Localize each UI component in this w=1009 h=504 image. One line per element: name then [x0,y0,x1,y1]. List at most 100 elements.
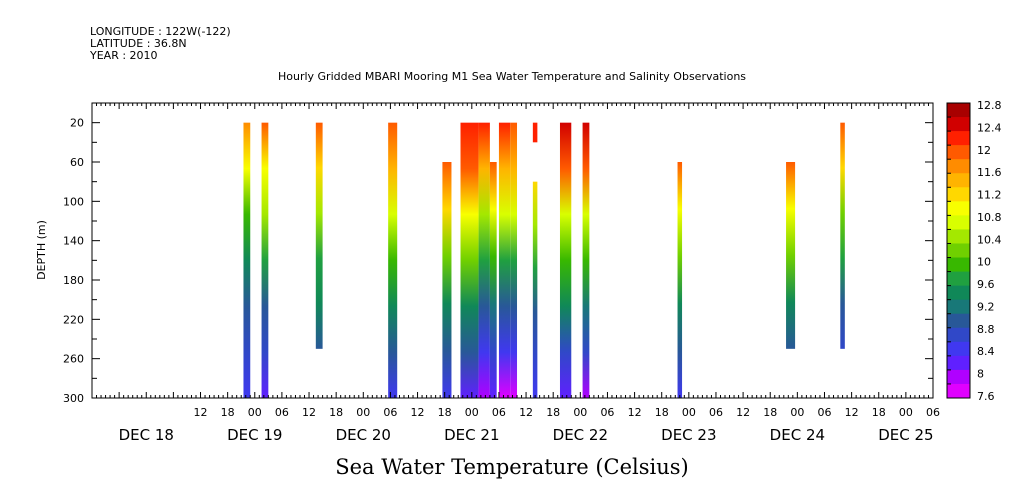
y-tick-label: 260 [63,353,84,366]
colorbar-swatch [947,341,970,357]
colorbar-swatch [947,355,970,371]
data-column [532,122,538,143]
year-label: YEAR : 2010 [89,49,158,62]
colorbar-title: Sea Water Temperature (Celsius) [335,455,689,479]
latitude-label: LATITUDE : 36.8N [90,37,187,50]
colorbar-swatch [947,327,970,343]
colorbar-swatch [947,383,970,399]
x-tick-label: 06 [275,406,289,419]
colorbar-swatch [947,285,970,301]
colorbar-swatch [947,173,970,188]
date-label: DEC 25 [878,426,933,444]
colorbar-label: 9.6 [977,278,995,291]
x-tick-label: 18 [329,406,343,419]
colorbar-swatch [947,257,970,273]
x-tick-label: 06 [383,406,397,419]
date-label: DEC 18 [119,426,174,444]
colorbar-swatch [947,131,970,146]
colorbar-label: 11.2 [977,189,1002,202]
x-tick-labels: 12 18 00 06 12 18 00 06 12 18 00 06 12 18 00 06 12 18 00 06… [194,406,940,419]
longitude-label: LONGITUDE : 122W(-122) [90,25,231,38]
x-tick-label: 18 [438,406,452,419]
date-label: DEC 24 [770,426,825,444]
y-tick-label: 300 [63,392,84,405]
colorbar-swatch [947,229,970,244]
date-label: DEC 22 [553,426,608,444]
data-column [677,162,683,398]
date-label: DEC 21 [444,426,499,444]
data-column [582,122,590,399]
data-column [532,181,538,398]
x-tick-label: 18 [763,406,777,419]
y-tick-label: 220 [63,313,84,326]
colorbar-frame [946,102,971,399]
x-tick-label: 06 [709,406,723,419]
data-column [786,162,796,349]
x-tick-label: 00 [248,406,262,419]
colorbar-label: 9.2 [977,300,995,313]
x-tick-label: 06 [817,406,831,419]
data-column [388,122,398,399]
chart-title: Hourly Gridded MBARI Mooring M1 Sea Wate… [278,70,746,83]
colorbar-swatch [947,145,970,160]
data-column [559,122,572,399]
data-column [243,122,251,399]
x-tick-label: 00 [573,406,587,419]
x-tick-label: 12 [736,406,750,419]
y-tick-label: 140 [63,235,84,248]
colorbar-swatch [947,243,970,259]
x-tick-label: 00 [899,406,913,419]
data-column [442,162,452,398]
colorbar-label: 12 [977,144,991,157]
colorbar-label: 8 [977,368,984,381]
axis-ticks [91,103,934,399]
y-tick-label: 20 [70,117,84,130]
x-tick-label: 18 [872,406,886,419]
x-tick-label: 18 [546,406,560,419]
colorbar-swatch [947,103,970,118]
x-tick-label: 06 [926,406,940,419]
colorbar-label: 10 [977,256,991,269]
colorbar-label: 8.4 [977,345,995,358]
x-tick-label: 06 [492,406,506,419]
date-labels: DEC 18 DEC 19 DEC 20 DEC 21 DEC 22 DEC 23 DEC … [119,426,934,444]
x-tick-label: 12 [411,406,425,419]
x-tick-label: 06 [600,406,614,419]
colorbar-swatch [947,201,970,216]
x-tick-label: 00 [790,406,804,419]
data-column [840,122,845,349]
colorbar-label: 8.8 [977,323,995,336]
x-tick-label: 12 [845,406,859,419]
colorbar-label: 12.8 [977,99,1002,112]
y-tick-label: 180 [63,274,84,287]
x-tick-label: 12 [194,406,208,419]
colorbar-swatch [947,299,970,315]
date-label: DEC 19 [227,426,282,444]
data-column [261,122,269,399]
colorbar-label: 12.4 [977,121,1002,134]
data-column [315,122,323,349]
data-column [478,122,490,399]
colorbar-swatch [947,271,970,287]
date-label: DEC 23 [661,426,716,444]
date-label: DEC 20 [336,426,391,444]
x-tick-label: 00 [356,406,370,419]
colorbar-swatch [947,159,970,174]
colorbar-labels: 12.8 12.4 12 11.6 11.2 10.8 10.4 10 9.6 9.2 8.8 8.4… [977,99,1002,403]
colorbar-swatch [947,187,970,202]
y-tick-label: 100 [63,195,84,208]
colorbar-swatch [947,117,970,132]
x-tick-label: 00 [682,406,696,419]
colorbar-label: 10.8 [977,211,1002,224]
data-column [460,122,479,399]
data-cells [243,122,845,399]
colorbar-swatch [947,313,970,329]
x-tick-label: 12 [628,406,642,419]
x-tick-label: 12 [302,406,316,419]
y-tick-labels: 20 60 100 140 180 220 260 300 [63,117,84,405]
x-tick-label: 18 [655,406,669,419]
colorbar-label: 11.6 [977,166,1002,179]
colorbar [947,103,970,399]
colorbar-swatch [947,369,970,385]
